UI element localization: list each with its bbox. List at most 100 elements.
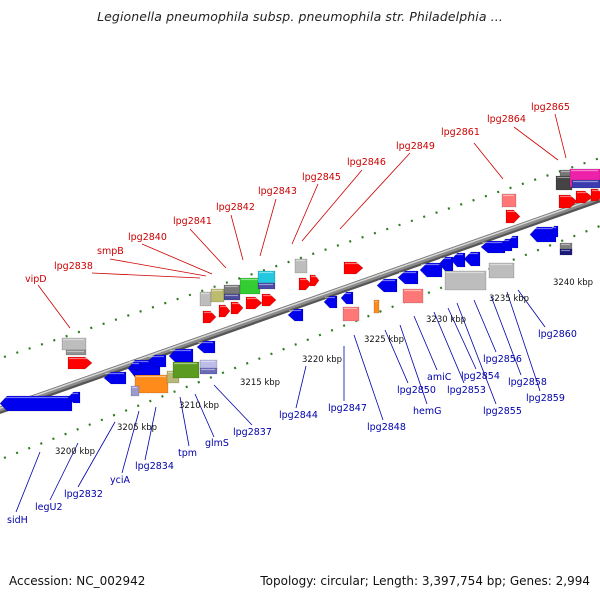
gene-feature <box>134 374 169 394</box>
topology-text: Topology: circular; Length: 3,397,754 bp… <box>260 574 590 588</box>
top-label-leader <box>339 152 411 230</box>
bottom-gene-label: legU2 <box>35 502 63 513</box>
gene-feature <box>0 395 73 412</box>
bottom-label-leader <box>490 295 522 376</box>
bottom-gene-label: lpg2856 <box>483 354 522 365</box>
top-gene-label: smpB <box>97 246 124 257</box>
scale-label: 3215 kbp <box>240 378 280 388</box>
gene-feature <box>463 251 481 267</box>
gene-feature <box>575 190 593 204</box>
bottom-label-leader <box>121 410 140 474</box>
top-label-leader <box>141 243 213 275</box>
bottom-gene-label: lpg2848 <box>367 422 406 433</box>
bottom-label-leader <box>433 311 465 384</box>
top-label-leader <box>259 198 277 257</box>
gene-feature <box>397 270 419 285</box>
top-label-leader <box>291 183 319 245</box>
top-label-leader <box>109 258 207 277</box>
bottom-label-leader <box>77 421 116 488</box>
top-label-leader <box>91 272 201 279</box>
gene-feature <box>218 304 231 318</box>
gene-feature <box>223 293 241 301</box>
gene-feature <box>261 293 277 307</box>
gene-feature <box>555 175 573 191</box>
bottom-gene-label: lpg2844 <box>279 410 318 421</box>
top-gene-label: lpg2846 <box>347 157 386 168</box>
bottom-label-leader <box>295 365 307 409</box>
gene-feature <box>501 193 517 208</box>
top-label-leader <box>189 228 227 269</box>
top-gene-label: lpg2845 <box>302 172 341 183</box>
gene-feature <box>103 371 127 385</box>
top-label-leader <box>37 284 71 329</box>
bottom-gene-label: glmS <box>205 438 229 449</box>
gene-feature <box>444 270 487 291</box>
gene-feature <box>298 277 312 291</box>
scale-label: 3220 kbp <box>302 355 342 365</box>
gene-feature <box>342 306 360 322</box>
gene-feature <box>505 209 521 224</box>
gene-feature <box>529 226 557 243</box>
gene-feature <box>230 301 244 315</box>
gene-feature <box>168 348 194 364</box>
gene-feature <box>558 194 578 209</box>
top-gene-label: lpg2842 <box>216 202 255 213</box>
top-label-leader <box>513 126 559 161</box>
gene-feature <box>199 367 218 375</box>
backbone-highlight <box>0 196 600 409</box>
top-label-leader <box>473 142 504 180</box>
gene-feature <box>172 361 200 379</box>
gene-feature <box>67 356 93 370</box>
top-gene-label: lpg2849 <box>396 141 435 152</box>
bottom-gene-label: lpg2855 <box>483 406 522 417</box>
gene-feature <box>376 278 398 293</box>
gene-feature <box>419 262 443 278</box>
top-gene-label: lpg2861 <box>441 127 480 138</box>
bottom-gene-label: lpg2858 <box>508 377 547 388</box>
backbone-fill <box>0 195 600 412</box>
gene-feature <box>245 296 263 310</box>
gene-feature <box>507 235 519 249</box>
bottom-gene-label: lpg2853 <box>447 385 486 396</box>
scale-label: 3240 kbp <box>553 278 593 288</box>
gene-feature <box>309 274 320 287</box>
bottom-label-leader <box>384 329 409 384</box>
gene-feature <box>450 252 466 268</box>
gene-feature <box>67 391 81 404</box>
bottom-label-leader <box>413 315 438 371</box>
gene-feature <box>65 349 87 356</box>
bottom-gene-label: yciA <box>110 475 130 486</box>
bottom-gene-label: hemG <box>413 406 441 417</box>
gene-feature <box>130 385 140 397</box>
gene-feature <box>199 291 212 307</box>
scale-label: 3210 kbp <box>179 401 219 411</box>
gene-feature <box>323 295 338 309</box>
scale-label: 3205 kbp <box>117 423 157 433</box>
gene-feature <box>590 188 600 202</box>
accession-text: Accession: NC_002942 <box>9 574 146 588</box>
bottom-gene-label: tpm <box>178 448 197 459</box>
bottom-gene-label: sidH <box>7 515 28 526</box>
bottom-gene-label: lpg2859 <box>526 393 565 404</box>
top-gene-label: lpg2865 <box>531 102 570 113</box>
bottom-label-leader <box>179 396 190 447</box>
gene-feature <box>196 340 216 354</box>
top-gene-label: lpg2843 <box>258 186 297 197</box>
map-title: Legionella pneumophila subsp. pneumophil… <box>97 9 503 24</box>
bottom-gene-label: lpg2832 <box>64 489 103 500</box>
bottom-label-leader <box>144 406 157 461</box>
top-gene-label: lpg2840 <box>128 232 167 243</box>
gene-feature <box>257 282 276 290</box>
top-gene-label: lpg2838 <box>54 261 93 272</box>
bottom-gene-label: lpg2850 <box>397 385 436 396</box>
bottom-gene-label: amiC <box>427 372 452 383</box>
bottom-label-leader <box>15 451 41 513</box>
bottom-label-leader <box>353 334 384 421</box>
gene-feature <box>480 240 506 254</box>
scale-label: 3235 kbp <box>489 294 529 304</box>
outer-tick-guide <box>3 156 600 359</box>
bottom-label-leader <box>194 393 215 438</box>
scale-label: 3225 kbp <box>364 335 404 345</box>
gene-feature <box>287 308 304 322</box>
